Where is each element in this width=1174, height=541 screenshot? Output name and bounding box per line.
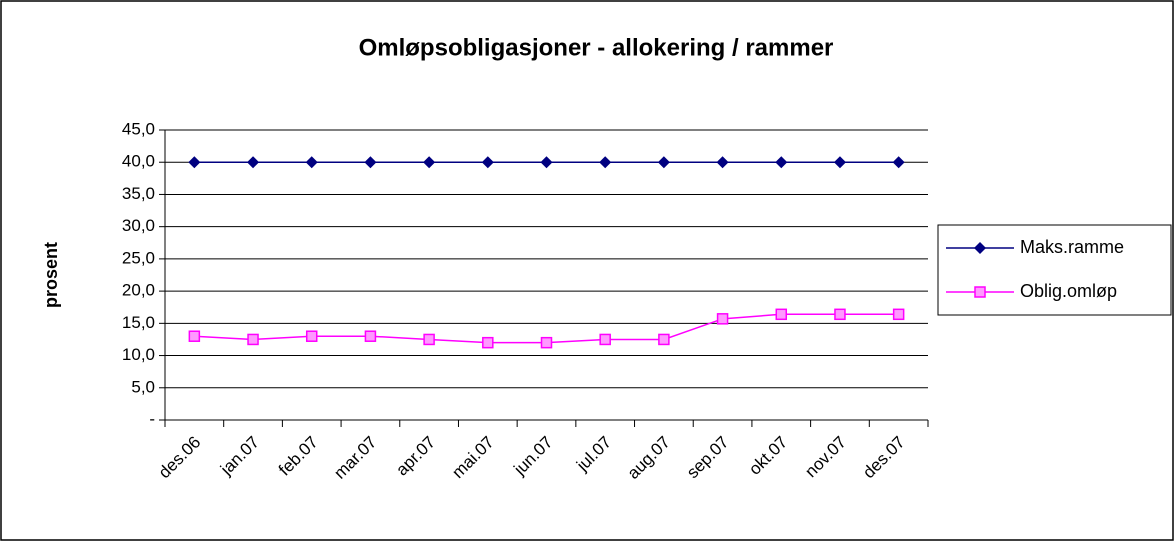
- data-point: [247, 156, 260, 169]
- y-tick-label: 20,0: [122, 281, 155, 300]
- data-point: [305, 330, 318, 342]
- data-point: [775, 156, 788, 169]
- data-point: [364, 330, 377, 342]
- data-point: [657, 156, 670, 169]
- data-point: [482, 336, 494, 349]
- y-tick-label: 15,0: [122, 313, 155, 332]
- data-point: [188, 330, 201, 342]
- data-point: [892, 156, 905, 169]
- data-point: [834, 308, 846, 321]
- y-tick-label: -: [149, 409, 155, 428]
- y-tick-label: 25,0: [122, 248, 155, 267]
- legend-box: [937, 224, 1172, 316]
- data-point: [658, 333, 670, 346]
- data-point: [599, 156, 612, 169]
- y-tick-label: 35,0: [122, 184, 155, 203]
- data-point: [423, 333, 435, 346]
- data-point: [540, 336, 553, 349]
- data-point: [716, 156, 729, 169]
- y-tick-label: 10,0: [122, 345, 155, 364]
- legend-marker: [974, 242, 986, 254]
- data-point: [247, 333, 259, 346]
- y-tick-label: 5,0: [131, 377, 155, 396]
- y-tick-label: 30,0: [122, 216, 155, 235]
- data-point: [599, 333, 611, 346]
- data-point: [305, 156, 318, 169]
- data-point: [188, 156, 201, 169]
- data-point: [423, 156, 436, 169]
- legend-label: Oblig.omløp: [1020, 281, 1117, 301]
- data-point: [481, 156, 494, 169]
- legend-label: Maks.ramme: [1020, 237, 1124, 257]
- data-point: [716, 313, 729, 325]
- y-tick-label: 40,0: [122, 152, 155, 171]
- data-point: [364, 156, 377, 169]
- data-point: [540, 156, 553, 169]
- legend-marker: [974, 286, 986, 298]
- data-point: [833, 156, 846, 169]
- data-point: [892, 308, 905, 321]
- y-axis-label: prosent: [41, 242, 61, 308]
- y-tick-label: 45,0: [122, 119, 155, 138]
- data-point: [775, 308, 788, 321]
- chart-title: Omløpsobligasjoner - allokering / rammer: [359, 34, 834, 61]
